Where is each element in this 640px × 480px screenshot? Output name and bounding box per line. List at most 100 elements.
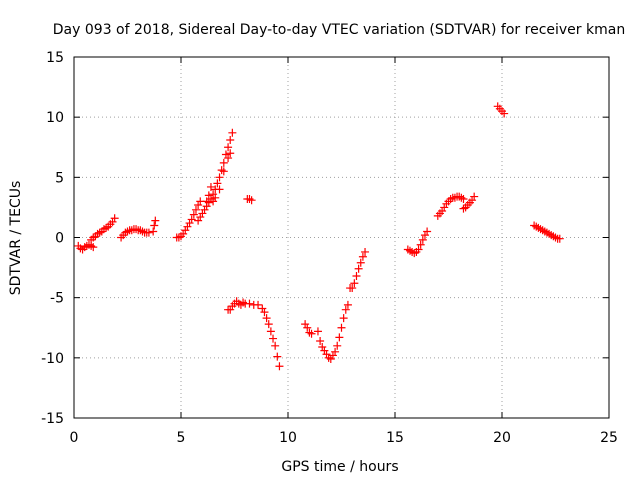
y-tick-label-5: 10 bbox=[46, 110, 64, 126]
data-point-13-3 bbox=[440, 203, 449, 212]
data-point-11-6 bbox=[358, 252, 367, 261]
data-point-3-0 bbox=[149, 227, 158, 236]
data-point-9-2 bbox=[305, 328, 314, 337]
series-seg-15 bbox=[459, 192, 479, 213]
series-seg-14 bbox=[433, 192, 468, 220]
series-seg-10 bbox=[301, 320, 316, 338]
series-seg-06 bbox=[194, 128, 237, 225]
x-axis-label: GPS time / hours bbox=[281, 459, 398, 475]
series-seg-08 bbox=[243, 194, 256, 205]
data-point-0-7 bbox=[89, 243, 98, 252]
tick-layer: 0 5 10 15 20 25 -15 -10 -5 0 5 10 15 bbox=[41, 50, 618, 446]
data-point-5-12 bbox=[219, 158, 228, 167]
data-point-8-19 bbox=[273, 352, 282, 361]
grid-layer bbox=[74, 57, 609, 418]
x-tick-label-2: 10 bbox=[279, 430, 297, 446]
data-point-7-1 bbox=[245, 194, 254, 203]
data-point-11-1 bbox=[348, 284, 357, 293]
data-point-5-9 bbox=[213, 179, 222, 188]
data-point-5-16 bbox=[228, 128, 237, 137]
data-point-5-15 bbox=[226, 136, 235, 145]
data-point-4-10 bbox=[194, 201, 203, 210]
data-point-10-4 bbox=[322, 350, 331, 359]
data-point-11-2 bbox=[350, 279, 359, 288]
y-tick-label-4: 5 bbox=[55, 170, 64, 186]
x-tick-label-5: 25 bbox=[600, 430, 618, 446]
data-point-8-15 bbox=[264, 320, 273, 329]
data-point-5-5 bbox=[204, 198, 213, 207]
data-point-2-13 bbox=[144, 228, 153, 237]
data-point-10-11 bbox=[337, 323, 346, 332]
data-point-8-11 bbox=[254, 300, 263, 309]
data-point-1-7 bbox=[102, 223, 111, 232]
data-point-10-0 bbox=[313, 327, 322, 336]
data-point-5-10 bbox=[215, 173, 224, 182]
data-point-10-8 bbox=[331, 347, 340, 356]
data-point-6-7 bbox=[224, 154, 233, 163]
series-seg-02 bbox=[87, 214, 119, 244]
data-point-12-9 bbox=[423, 227, 432, 236]
y-tick-label-6: 15 bbox=[46, 50, 64, 66]
series-seg-05 bbox=[172, 197, 205, 242]
data-point-10-2 bbox=[318, 343, 327, 352]
data-point-6-5 bbox=[215, 185, 224, 194]
data-point-4-4 bbox=[181, 226, 190, 235]
data-point-13-12 bbox=[459, 194, 468, 203]
series-seg-03 bbox=[117, 225, 153, 242]
data-point-8-9 bbox=[245, 299, 254, 308]
data-point-11-3 bbox=[352, 272, 361, 281]
series-seg-01 bbox=[74, 240, 98, 254]
data-point-16-12 bbox=[555, 234, 564, 243]
data-point-5-11 bbox=[217, 166, 226, 175]
data-point-4-5 bbox=[183, 222, 192, 231]
data-point-4-9 bbox=[191, 205, 200, 214]
points-layer bbox=[74, 102, 564, 371]
data-point-1-11 bbox=[110, 214, 119, 223]
data-point-12-6 bbox=[416, 240, 425, 249]
data-point-14-0 bbox=[459, 204, 468, 213]
data-point-10-1 bbox=[316, 336, 325, 345]
data-point-10-9 bbox=[333, 341, 342, 350]
series-seg-13 bbox=[403, 227, 432, 258]
data-point-8-18 bbox=[271, 341, 280, 350]
data-point-7-2 bbox=[247, 196, 256, 205]
data-point-13-11 bbox=[457, 193, 466, 202]
data-point-14-5 bbox=[470, 192, 479, 201]
series-seg-17 bbox=[530, 221, 564, 243]
data-point-4-1 bbox=[174, 233, 183, 242]
y-tick-label-3: 0 bbox=[55, 231, 64, 247]
data-point-9-3 bbox=[307, 329, 316, 338]
y-tick-label-0: -15 bbox=[41, 411, 64, 427]
data-point-8-14 bbox=[262, 314, 271, 323]
data-point-10-10 bbox=[335, 333, 344, 342]
data-point-6-6 bbox=[219, 167, 228, 176]
data-point-3-2 bbox=[151, 216, 160, 225]
data-point-6-4 bbox=[211, 193, 220, 202]
data-point-5-0 bbox=[194, 216, 203, 225]
data-point-4-7 bbox=[187, 215, 196, 224]
data-point-8-20 bbox=[275, 362, 284, 371]
series-seg-11 bbox=[313, 300, 352, 364]
data-point-10-6 bbox=[326, 355, 335, 364]
y-axis-label: SDTVAR / TECUs bbox=[8, 181, 24, 296]
data-point-5-3 bbox=[200, 205, 209, 214]
data-point-11-4 bbox=[354, 264, 363, 273]
series-seg-16 bbox=[493, 102, 509, 118]
data-point-5-7 bbox=[209, 190, 218, 199]
data-point-6-1 bbox=[204, 191, 213, 200]
data-point-10-12 bbox=[339, 314, 348, 323]
data-point-5-13 bbox=[221, 150, 230, 159]
series-seg-04 bbox=[149, 216, 160, 236]
data-point-6-2 bbox=[206, 182, 215, 191]
data-point-8-12 bbox=[258, 304, 267, 313]
series-seg-09 bbox=[224, 297, 284, 371]
data-point-1-4 bbox=[95, 228, 104, 237]
chart-title: Day 093 of 2018, Sidereal Day-to-day VTE… bbox=[53, 22, 625, 38]
data-point-8-17 bbox=[269, 334, 278, 343]
data-point-10-3 bbox=[320, 346, 329, 355]
x-tick-label-0: 0 bbox=[70, 430, 79, 446]
x-tick-label-4: 20 bbox=[493, 430, 511, 446]
data-point-11-7 bbox=[361, 247, 370, 256]
data-point-10-14 bbox=[343, 300, 352, 309]
